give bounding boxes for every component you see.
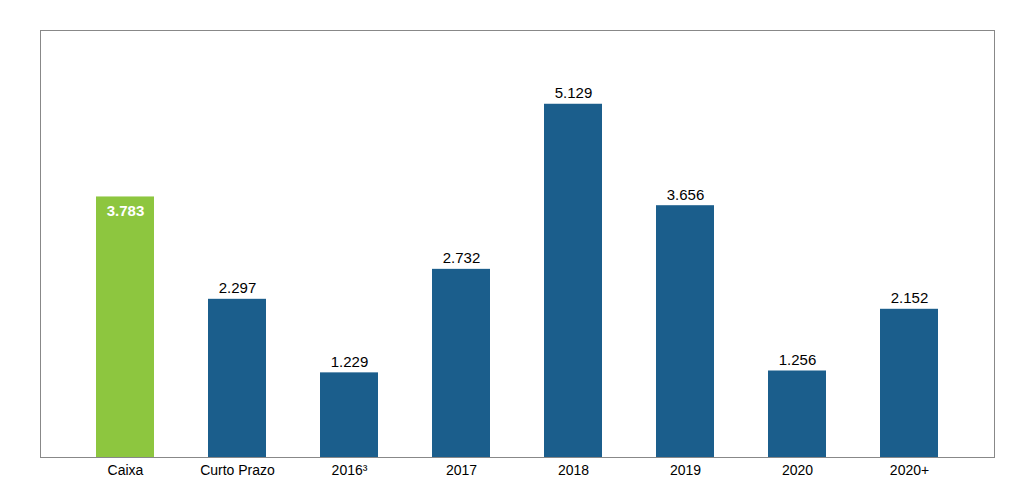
svg-text:2017: 2017 bbox=[446, 462, 477, 478]
svg-text:2.732: 2.732 bbox=[443, 249, 481, 266]
svg-text:2016³: 2016³ bbox=[332, 462, 368, 478]
svg-text:Curto Prazo: Curto Prazo bbox=[200, 462, 275, 478]
svg-text:2020: 2020 bbox=[782, 462, 813, 478]
svg-text:2018: 2018 bbox=[558, 462, 589, 478]
svg-text:Caixa: Caixa bbox=[108, 462, 144, 478]
svg-text:2.152: 2.152 bbox=[891, 289, 929, 306]
svg-text:2019: 2019 bbox=[670, 462, 701, 478]
svg-text:1.256: 1.256 bbox=[779, 351, 817, 368]
svg-text:2.297: 2.297 bbox=[219, 279, 257, 296]
svg-text:1.229: 1.229 bbox=[331, 353, 369, 370]
svg-text:2020+: 2020+ bbox=[890, 462, 929, 478]
svg-text:3.783: 3.783 bbox=[107, 202, 145, 219]
svg-text:5.129: 5.129 bbox=[555, 84, 593, 101]
svg-text:3.656: 3.656 bbox=[667, 186, 705, 203]
